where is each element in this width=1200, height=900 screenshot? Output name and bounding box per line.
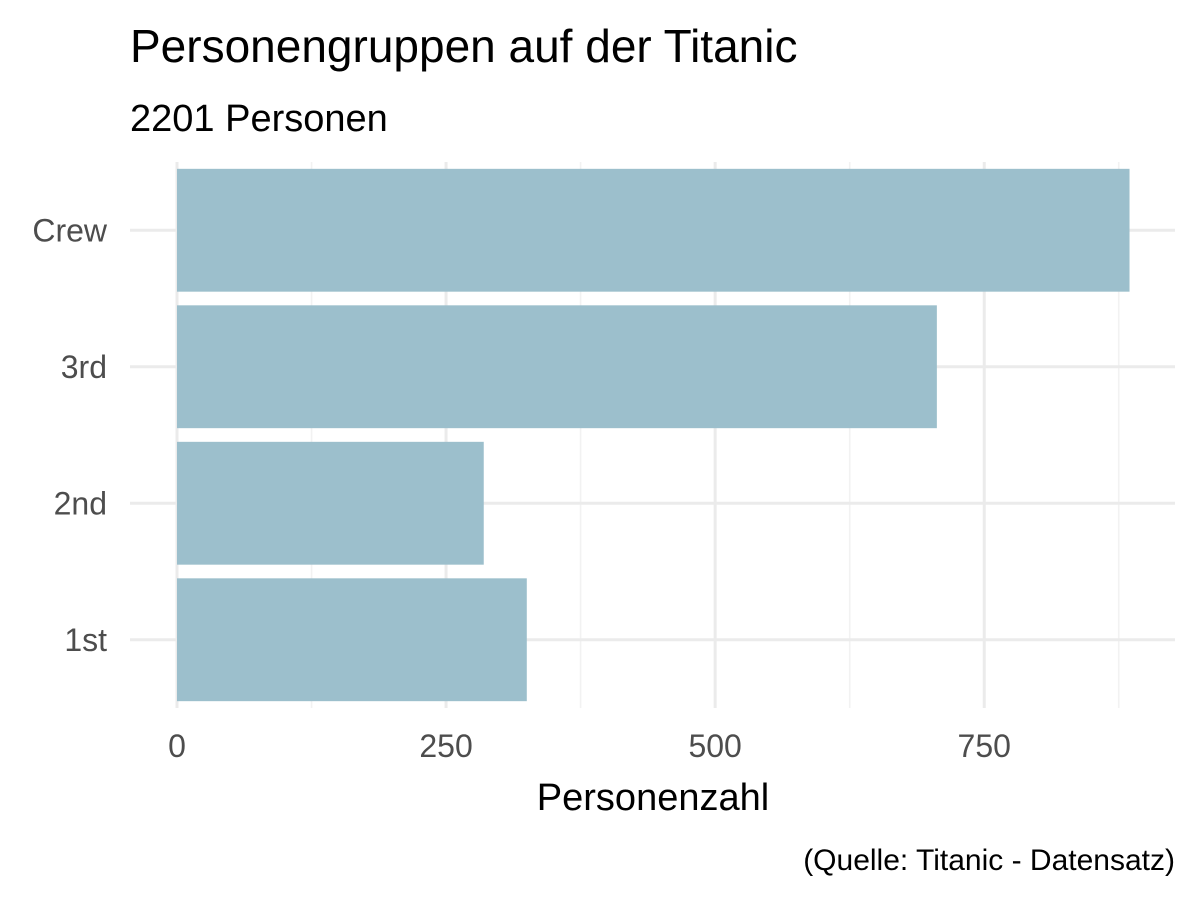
y-tick-label: Crew (32, 212, 108, 248)
bar-crew (177, 168, 1130, 292)
x-tick-label: 0 (168, 728, 186, 764)
x-tick-label: 250 (419, 728, 472, 764)
chart-caption: (Quelle: Titanic - Datensatz) (803, 844, 1175, 877)
x-tick-label: 750 (958, 728, 1011, 764)
bar-1st (177, 578, 527, 702)
x-tick-label: 500 (688, 728, 741, 764)
chart-subtitle: 2201 Personen (130, 98, 388, 140)
bar-2nd (177, 441, 484, 565)
y-tick-label: 3rd (61, 349, 107, 385)
bar-3rd (177, 305, 937, 429)
x-axis-title: Personenzahl (537, 777, 769, 819)
y-tick-label: 1st (64, 622, 107, 658)
axis-ticks: 1st 2nd 3rd Crew 0 250 500 750 (32, 212, 1011, 764)
chart-title: Personengruppen auf der Titanic (130, 20, 797, 72)
bars (177, 168, 1130, 702)
y-tick-label: 2nd (54, 485, 107, 521)
